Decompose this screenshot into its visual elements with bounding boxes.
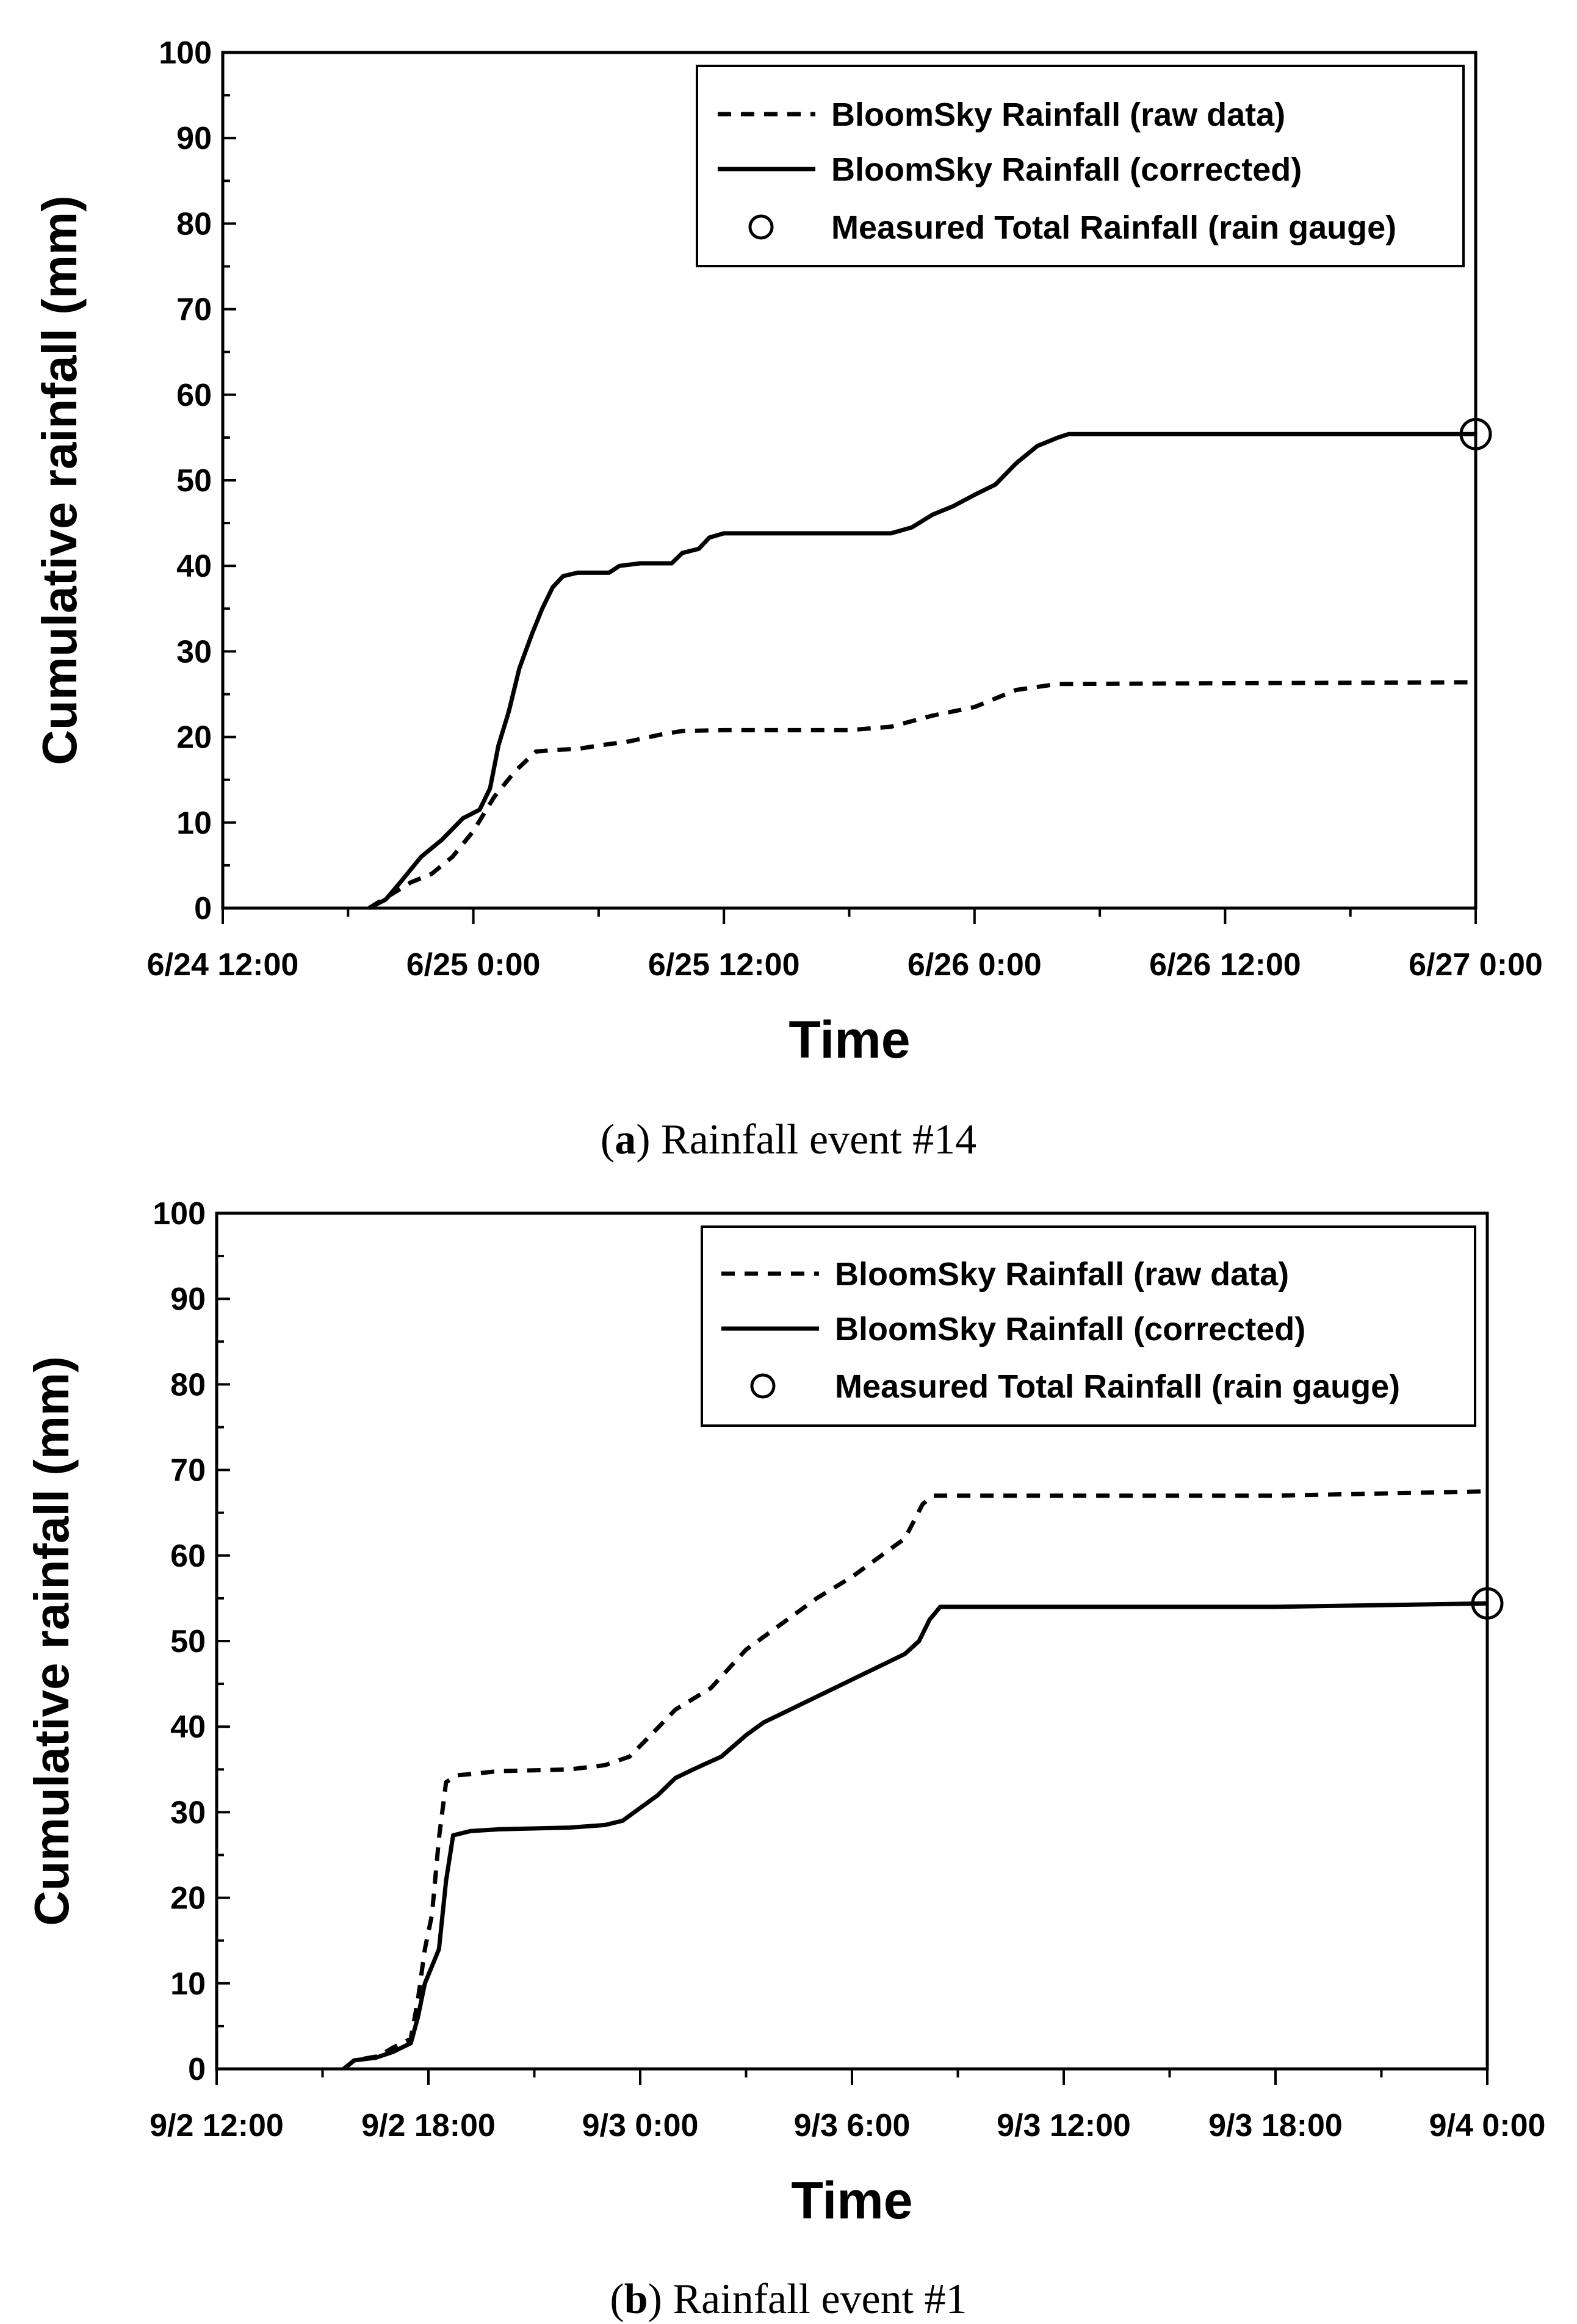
y-axis-label: Cumulative rainfall (mm)	[24, 1356, 79, 1926]
axis-ticks: 0 10 20 30 40 50 60 70 80 90 100 6/24 12:00 6/25 0:0…	[147, 35, 1543, 983]
y-tick-label: 70	[170, 1453, 206, 1489]
y-tick-label: 60	[176, 378, 212, 413]
x-tick-label: 9/3 18:00	[1208, 2108, 1343, 2143]
y-tick-label: 20	[170, 1881, 206, 1916]
series-raw-line	[367, 680, 1476, 910]
x-tick-label: 9/2 18:00	[361, 2108, 496, 2143]
y-tick-label: 80	[176, 206, 212, 242]
y-tick-label: 0	[188, 2052, 206, 2087]
y-tick-label: 40	[176, 549, 212, 584]
y-tick-label: 70	[176, 292, 212, 328]
y-tick-label: 50	[176, 463, 212, 499]
legend-label-raw: BloomSky Rainfall (raw data)	[831, 96, 1285, 133]
legend-label-corrected: BloomSky Rainfall (corrected)	[831, 151, 1302, 188]
legend-entry-raw: BloomSky Rainfall (raw data)	[718, 96, 1285, 133]
legend-label-corrected: BloomSky Rainfall (corrected)	[835, 1311, 1305, 1348]
series-corrected-line	[367, 431, 1476, 911]
x-tick-label: 6/24 12:00	[147, 947, 299, 983]
series-group	[342, 1489, 1504, 2071]
gauge-marker	[1459, 417, 1492, 450]
legend-label-gauge: Measured Total Rainfall (rain gauge)	[831, 209, 1396, 246]
y-axis-label: Cumulative rainfall (mm)	[32, 195, 87, 765]
legend-box	[701, 1225, 1476, 1427]
y-tick-label: 90	[170, 1282, 206, 1317]
y-tick-label: 10	[170, 1966, 206, 2002]
y-tick-label: 100	[153, 1196, 206, 1232]
y-tick-label: 30	[170, 1795, 206, 1830]
y-tick-label: 0	[194, 891, 212, 926]
y-tick-label: 20	[176, 720, 212, 756]
legend-entry-gauge: Measured Total Rainfall (rain gauge)	[750, 1368, 1400, 1405]
x-tick-label: 6/26 12:00	[1149, 947, 1301, 983]
y-tick-label: 60	[170, 1539, 206, 1574]
x-tick-label: 6/25 12:00	[648, 947, 800, 983]
legend-entry-gauge: Measured Total Rainfall (rain gauge)	[748, 209, 1396, 246]
legend-box	[696, 65, 1465, 267]
axis-ticks: 0 10 20 30 40 50 60 70 80 90 100 9/2 12:00 9/2 18:00…	[150, 1196, 1545, 2143]
y-tick-label: 30	[176, 634, 212, 669]
x-tick-label: 6/26 0:00	[908, 947, 1042, 983]
x-axis-label: Time	[789, 1011, 910, 1069]
y-tick-label: 40	[170, 1709, 206, 1745]
y-tick-label: 80	[170, 1367, 206, 1402]
y-tick-label: 90	[176, 121, 212, 156]
legend-label-gauge: Measured Total Rainfall (rain gauge)	[835, 1368, 1400, 1405]
x-tick-label: 9/3 12:00	[997, 2108, 1131, 2143]
x-tick-label: 9/3 6:00	[794, 2108, 911, 2143]
x-tick-label: 9/2 12:00	[150, 2108, 284, 2143]
gauge-marker	[1471, 1587, 1504, 1620]
x-axis-label: Time	[791, 2171, 912, 2230]
legend-swatch-circle	[750, 1373, 776, 1399]
legend-entry-corrected: BloomSky Rainfall (corrected)	[721, 1311, 1305, 1348]
x-tick-label: 9/3 0:00	[582, 2108, 699, 2143]
legend-entry-raw: BloomSky Rainfall (raw data)	[721, 1256, 1289, 1293]
caption-b: (b) Rainfall event #1	[610, 2276, 967, 2323]
y-tick-label: 100	[159, 35, 212, 71]
x-tick-label: 6/27 0:00	[1409, 947, 1543, 983]
series-raw-line	[342, 1489, 1488, 2071]
x-tick-label: 9/4 0:00	[1429, 2108, 1546, 2143]
series-corrected-line	[342, 1601, 1488, 2071]
chart-panel-a: 0 10 20 30 40 50 60 70 80 90 100 6/24 12:00 6/25 0:0…	[32, 35, 1543, 1163]
legend-entry-corrected: BloomSky Rainfall (corrected)	[718, 151, 1302, 188]
legend-label-raw: BloomSky Rainfall (raw data)	[835, 1256, 1289, 1293]
series-group	[367, 417, 1492, 911]
chart-panel-b: 0 10 20 30 40 50 60 70 80 90 100 9/2 12:00 9/2 18:00…	[24, 1196, 1545, 2323]
x-tick-label: 6/25 0:00	[406, 947, 541, 983]
caption-a: (a) Rainfall event #14	[601, 1116, 976, 1163]
y-tick-label: 50	[170, 1624, 206, 1659]
legend-swatch-circle	[748, 214, 774, 240]
y-tick-label: 10	[176, 806, 212, 841]
